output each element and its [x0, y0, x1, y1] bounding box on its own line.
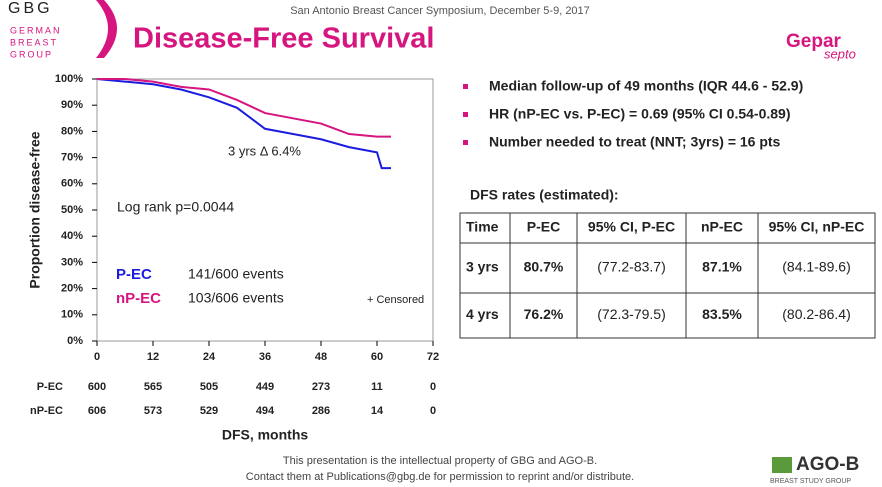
- bullet: Median follow-up of 49 months (IQR 44.6 …: [489, 78, 803, 94]
- x-tick-label: 60: [371, 351, 383, 363]
- risk-value: 14: [371, 405, 384, 417]
- x-tick-label: 72: [427, 351, 439, 363]
- footer-line: Contact them at Publications@gbg.de for …: [246, 471, 634, 483]
- title: Disease-Free Survival: [133, 23, 434, 55]
- risk-label: nP-EC: [30, 405, 63, 417]
- conference: San Antonio Breast Cancer Symposium, Dec…: [290, 5, 590, 17]
- brand: Gepar: [786, 31, 842, 52]
- y-axis-label: Proportion disease-free: [27, 131, 43, 288]
- risk-value: 11: [371, 381, 383, 393]
- x-tick-label: 12: [147, 351, 159, 363]
- risk-value: 449: [256, 381, 274, 393]
- annotation: 3 yrs Δ 6.4%: [228, 143, 301, 158]
- risk-value: 0: [430, 381, 436, 393]
- table-cell: (77.2-83.7): [597, 259, 665, 275]
- table-cell: 80.7%: [524, 259, 564, 275]
- risk-value: 286: [312, 405, 330, 417]
- risk-value: 573: [144, 405, 162, 417]
- table-cell: 95% CI, P-EC: [588, 219, 675, 235]
- table-cell: nP-EC: [701, 219, 743, 235]
- risk-value: 273: [312, 381, 330, 393]
- risk-value: 505: [200, 381, 218, 393]
- risk-label: P-EC: [37, 381, 63, 393]
- x-tick-label: 36: [259, 351, 271, 363]
- risk-value: 529: [200, 405, 218, 417]
- table-cell: (84.1-89.6): [782, 259, 850, 275]
- y-tick-label: 20%: [61, 283, 83, 295]
- table-cell: Time: [466, 219, 499, 235]
- table-cell: 87.1%: [702, 259, 742, 275]
- legend-label: nP-EC: [116, 290, 161, 307]
- logo-line: BREAST: [10, 37, 58, 47]
- annotation: + Censored: [367, 294, 424, 306]
- ago-icon: [772, 457, 792, 473]
- risk-value: 606: [88, 405, 106, 417]
- bullet-mark: [463, 140, 468, 145]
- table-cell: (72.3-79.5): [597, 306, 665, 322]
- y-tick-label: 70%: [61, 152, 83, 164]
- table-cell: 4 yrs: [466, 306, 499, 322]
- table-cell: 95% CI, nP-EC: [769, 219, 865, 235]
- risk-value: 494: [256, 405, 275, 417]
- x-axis-label: DFS, months: [222, 427, 309, 443]
- table-cell: (80.2-86.4): [782, 306, 850, 322]
- x-tick-label: 48: [315, 351, 327, 363]
- y-tick-label: 40%: [61, 230, 83, 242]
- table-cell: 3 yrs: [466, 259, 499, 275]
- y-tick-label: 80%: [61, 125, 83, 137]
- bullet-mark: [463, 84, 468, 89]
- survival-curve: [96, 78, 391, 170]
- risk-value: 600: [88, 381, 106, 393]
- footer-logo-sub: BREAST STUDY GROUP: [770, 478, 851, 485]
- y-tick-label: 90%: [61, 99, 83, 111]
- y-tick-label: 30%: [61, 256, 83, 268]
- table-frame: [459, 212, 876, 339]
- table-cell: P-EC: [527, 219, 560, 235]
- legend-label: P-EC: [116, 266, 152, 283]
- risk-value: 565: [144, 381, 162, 393]
- x-tick-label: 0: [94, 351, 100, 363]
- bullet-mark: [463, 112, 468, 117]
- footer-logo: AGO-B: [796, 454, 859, 475]
- brand-sub: septo: [824, 46, 856, 61]
- y-tick-label: 50%: [61, 204, 83, 216]
- logo-line: GERMAN: [10, 25, 62, 35]
- footer-line: This presentation is the intellectual pr…: [283, 455, 597, 467]
- table-cell: 83.5%: [702, 306, 742, 322]
- y-tick-label: 100%: [55, 73, 83, 85]
- y-tick-label: 10%: [61, 309, 83, 321]
- legend-note: 141/600 events: [188, 266, 284, 282]
- table-caption: DFS rates (estimated):: [470, 187, 619, 203]
- legend-note: 103/606 events: [188, 290, 284, 306]
- annotation: Log rank p=0.0044: [117, 199, 234, 215]
- bullet: Number needed to treat (NNT; 3yrs) = 16 …: [489, 134, 781, 150]
- logo-line: GROUP: [10, 49, 53, 59]
- bullet: HR (nP-EC vs. P-EC) = 0.69 (95% CI 0.54-…: [489, 106, 791, 122]
- risk-value: 0: [430, 405, 436, 417]
- table-cell: 76.2%: [524, 306, 564, 322]
- y-tick-label: 0%: [67, 335, 83, 347]
- logo: GBG: [8, 0, 53, 17]
- survival-curve: [97, 78, 391, 138]
- x-tick-label: 24: [203, 351, 216, 363]
- y-tick-label: 60%: [61, 178, 83, 190]
- header-swoosh: [96, 0, 117, 58]
